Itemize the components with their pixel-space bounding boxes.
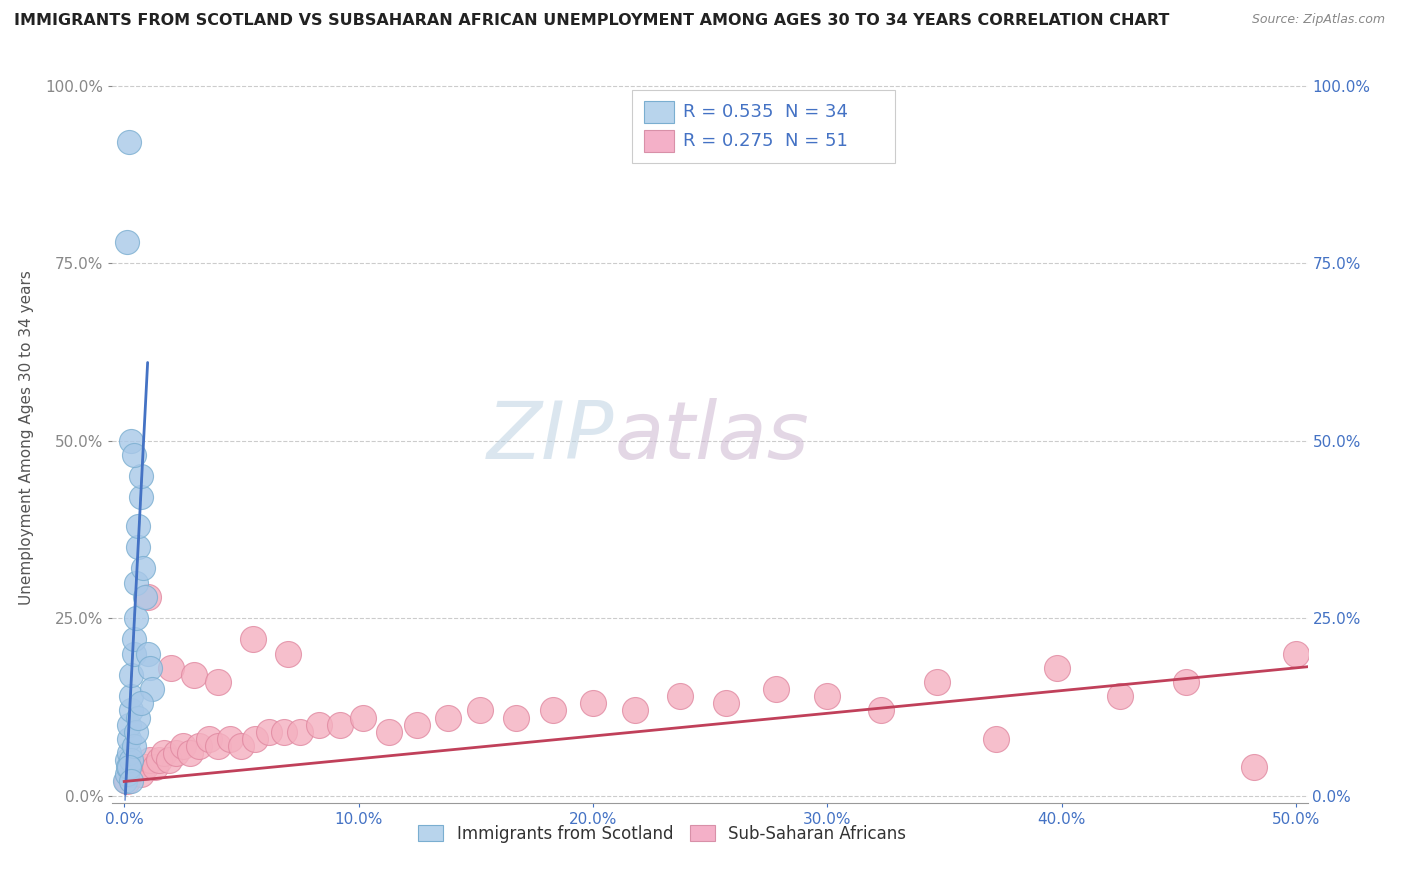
Point [117, 760, 139, 774]
Point [129, 697, 152, 711]
Point [120, 668, 142, 682]
Point [765, 682, 787, 697]
Point [288, 724, 311, 739]
Point [118, 717, 141, 731]
Point [352, 710, 374, 724]
Point [188, 739, 211, 753]
Point [242, 632, 264, 647]
Point [231, 739, 253, 753]
Point [277, 647, 299, 661]
Text: atlas: atlas [614, 398, 810, 476]
Point [378, 724, 401, 739]
Point [122, 739, 145, 753]
Point [329, 717, 352, 731]
Point [197, 731, 219, 746]
Point [470, 704, 492, 718]
Point [115, 767, 138, 781]
Point [143, 760, 166, 774]
Point [172, 739, 194, 753]
Point [505, 710, 527, 724]
Point [165, 746, 187, 760]
Point [118, 760, 141, 774]
Point [127, 519, 149, 533]
Point [129, 767, 152, 781]
Point [183, 668, 205, 682]
Point [125, 575, 148, 590]
Point [436, 710, 458, 724]
Point [125, 611, 148, 625]
Text: Source: ZipAtlas.com: Source: ZipAtlas.com [1251, 13, 1385, 27]
Point [139, 753, 162, 767]
Point [582, 697, 605, 711]
Point [118, 746, 141, 760]
Point [179, 746, 201, 760]
Point [984, 731, 1007, 746]
Point [122, 647, 145, 661]
Point [1285, 647, 1308, 661]
Text: ZIP: ZIP [486, 398, 614, 476]
Point [815, 690, 838, 704]
Point [716, 697, 738, 711]
Point [218, 731, 240, 746]
Point [120, 753, 142, 767]
Point [115, 235, 138, 249]
Point [541, 704, 564, 718]
FancyBboxPatch shape [633, 90, 896, 163]
Point [160, 661, 183, 675]
Point [134, 590, 156, 604]
Bar [644, 101, 675, 122]
Point [129, 469, 152, 483]
Point [668, 690, 690, 704]
Point [153, 746, 176, 760]
Point [120, 690, 142, 704]
Point [134, 760, 156, 774]
Point [122, 632, 145, 647]
Point [136, 590, 159, 604]
Point [125, 724, 148, 739]
Point [308, 717, 330, 731]
Point [1109, 690, 1132, 704]
Point [1046, 661, 1069, 675]
Point [125, 760, 148, 774]
Point [115, 774, 138, 789]
Point [129, 491, 152, 505]
Point [118, 731, 141, 746]
Point [245, 731, 267, 746]
Text: R = 0.535  N = 34: R = 0.535 N = 34 [682, 103, 848, 120]
Point [141, 682, 163, 697]
Point [120, 767, 142, 781]
Point [120, 774, 142, 789]
Point [1243, 760, 1265, 774]
Point [139, 661, 162, 675]
Point [120, 704, 142, 718]
Text: R = 0.275  N = 51: R = 0.275 N = 51 [682, 132, 848, 150]
Point [118, 136, 141, 150]
Point [122, 448, 145, 462]
Y-axis label: Unemployment Among Ages 30 to 34 years: Unemployment Among Ages 30 to 34 years [20, 269, 34, 605]
Legend: Immigrants from Scotland, Sub-Saharan Africans: Immigrants from Scotland, Sub-Saharan Af… [412, 818, 912, 849]
Point [115, 753, 138, 767]
Point [927, 675, 949, 690]
Point [127, 540, 149, 554]
Point [136, 647, 159, 661]
Point [207, 675, 229, 690]
Point [624, 704, 647, 718]
Point [114, 774, 136, 789]
Point [273, 724, 295, 739]
Point [132, 561, 155, 575]
Point [406, 717, 429, 731]
Point [127, 710, 149, 724]
Point [148, 753, 170, 767]
Text: IMMIGRANTS FROM SCOTLAND VS SUBSAHARAN AFRICAN UNEMPLOYMENT AMONG AGES 30 TO 34 : IMMIGRANTS FROM SCOTLAND VS SUBSAHARAN A… [14, 13, 1170, 29]
Point [120, 434, 142, 448]
Point [1174, 675, 1197, 690]
Point [207, 739, 229, 753]
Bar [644, 130, 675, 152]
Point [157, 753, 180, 767]
Point [870, 704, 893, 718]
Point [259, 724, 281, 739]
